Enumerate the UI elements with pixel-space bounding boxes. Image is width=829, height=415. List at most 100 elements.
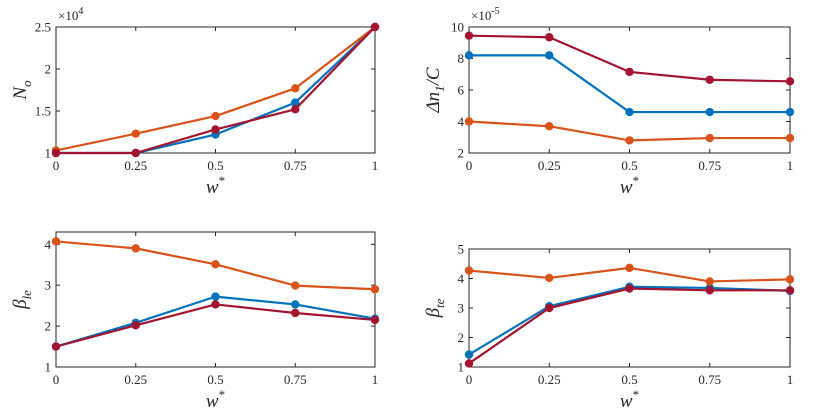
y-tick-label: 1 [45,146,52,161]
x-tick-label: 1 [787,158,794,173]
y-tick-label: 4 [458,114,465,129]
data-point-crimson [464,359,474,368]
data-point-crimson [370,315,380,325]
x-tick-label: 1 [372,372,379,387]
data-point-crimson [545,303,554,313]
data-point-crimson [291,105,300,114]
subplot-3: 0 0.25 0.5 0.75 1 1 2 3 4 w* βle [10,231,380,412]
x-tick-label: 0.25 [124,372,147,387]
x-tick-label: 0.5 [207,158,223,173]
x-tick-label: 0.25 [538,372,561,387]
data-point-crimson [51,148,61,158]
data-point-blue [625,107,634,117]
data-point-blue [291,98,300,107]
data-point-crimson [370,22,380,32]
x-tick-label: 0.75 [698,372,721,387]
data-point-blue [464,51,474,60]
axis-multiplier: ×10-5 [471,6,500,23]
data-point-orange [291,84,300,93]
y-tick-label: 1 [458,360,465,375]
y-tick-label: 4 [458,271,465,286]
x-tick-label: 0.5 [621,158,637,173]
x-tick-label: 0 [466,158,473,173]
y-tick-label: 1.5 [35,104,51,119]
data-point-orange [464,266,474,275]
x-tick-label: 0.25 [538,158,561,173]
data-point-crimson [211,125,220,134]
x-tick-label: 0 [53,372,60,387]
y-tick-label: 4 [45,237,52,252]
data-point-orange [545,273,554,283]
data-point-orange [625,136,634,145]
data-point-orange [211,111,220,121]
data-point-crimson [625,67,634,77]
data-point-orange [131,129,140,138]
series-line-blue [468,285,791,356]
y-axis-label: Δn1/C [423,67,447,113]
y-tick-label: 2 [458,330,465,345]
y-tick-label: 2 [458,146,465,161]
axis-multiplier: ×104 [58,6,83,23]
data-point-blue [464,350,474,359]
series-line-blue [469,54,790,114]
data-point-crimson [545,33,554,42]
axes-frame [468,26,791,154]
data-point-crimson [464,31,474,40]
x-tick-label: 0.5 [207,372,223,387]
data-point-crimson [291,308,300,318]
data-point-blue [705,107,714,117]
data-point-blue [785,107,795,117]
x-tick-label: 0.75 [284,158,307,173]
x-tick-label: 0.25 [124,158,147,173]
y-tick-label: 8 [458,51,465,66]
y-tick-label: 2.5 [35,20,51,35]
data-point-crimson [51,342,61,351]
data-point-orange [545,122,554,131]
y-tick-label: 3 [45,278,52,293]
subplot-2: 0 0.25 0.5 0.75 1 2 4 6 8 10 ×10-5 w* Δn1/C [423,6,795,198]
x-tick-label: 0 [466,372,473,387]
y-tick-label: 3 [458,301,465,316]
subplot-1: 0 0.25 0.5 0.75 1 1 1.5 2 2.5 ×104 w* No [10,6,380,198]
data-point-blue [211,292,220,301]
y-axis-label: βte [423,298,447,318]
data-point-orange [785,133,795,143]
y-tick-label: 2 [45,62,52,77]
y-axis-label: βle [10,290,34,310]
data-point-blue [291,300,300,309]
x-axis-label: w* [206,387,225,412]
x-tick-label: 0 [53,158,60,173]
data-point-crimson [131,148,140,158]
x-tick-label: 0.5 [621,372,637,387]
data-point-crimson [785,286,795,295]
data-point-blue [545,51,554,60]
data-point-orange [291,281,300,290]
data-point-orange [51,237,61,246]
data-point-crimson [705,75,714,84]
x-tick-label: 1 [372,158,379,173]
x-tick-label: 0.75 [698,158,721,173]
y-tick-label: 1 [45,360,52,375]
data-point-orange [705,277,714,286]
data-point-orange [625,263,634,273]
x-axis-label: w* [206,173,225,198]
data-point-orange [705,133,714,143]
data-point-crimson [131,321,140,330]
x-axis-label: w* [620,173,639,198]
x-axis-label: w* [620,387,639,412]
data-point-orange [370,285,380,294]
x-tick-label: 1 [787,372,794,387]
data-point-orange [464,117,474,126]
data-point-crimson [625,284,634,293]
y-axis-label: No [10,80,34,101]
data-point-crimson [705,286,714,295]
x-tick-label: 0.75 [284,372,307,387]
data-point-crimson [211,300,220,309]
data-point-orange [785,275,795,284]
y-tick-label: 10 [451,20,464,35]
data-point-crimson [785,77,795,86]
y-tick-label: 5 [458,242,465,257]
y-tick-label: 2 [45,319,52,334]
data-point-orange [131,244,140,253]
